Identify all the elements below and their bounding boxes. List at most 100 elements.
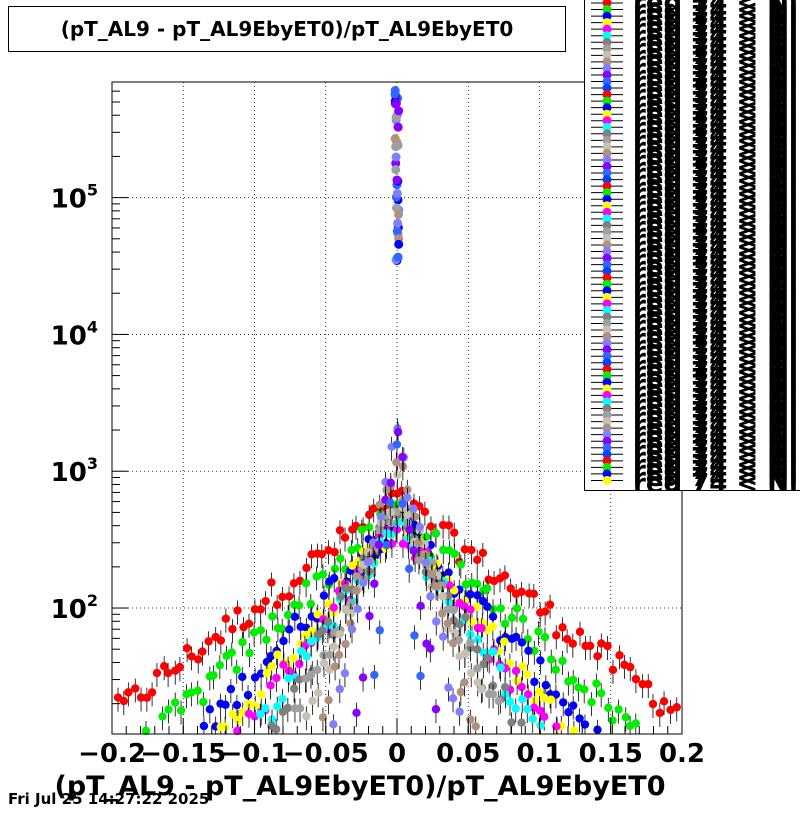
legend-marker [602, 0, 612, 8]
data-point [530, 677, 539, 687]
data-point [268, 612, 277, 621]
data-point [552, 631, 561, 640]
data-point [199, 697, 208, 707]
data-point [621, 713, 630, 722]
data-point [319, 659, 329, 668]
data-point [318, 626, 327, 635]
data-point [494, 696, 503, 706]
data-point [352, 586, 361, 595]
data-point [330, 574, 339, 583]
legend-marker [602, 449, 612, 459]
data-point [466, 638, 475, 647]
data-point [477, 624, 486, 633]
x-tick-labels: −0.2−0.15−0.1−0.05 0 0.05 0.1 0.15 0.2 [78, 739, 705, 769]
data-point [302, 652, 311, 661]
legend-marker [602, 279, 612, 289]
data-point [279, 636, 288, 646]
legend-marker [602, 103, 612, 113]
data-point [199, 721, 209, 731]
data-point [289, 654, 298, 663]
legend-marker [602, 90, 612, 100]
data-point [420, 550, 429, 559]
data-point [443, 619, 452, 628]
data-point [330, 662, 340, 671]
data-point [194, 655, 203, 664]
data-point [306, 670, 316, 679]
data-point [290, 612, 300, 622]
legend-marker [602, 214, 612, 224]
legend-marker [602, 345, 612, 355]
data-point [438, 609, 447, 618]
data-point [512, 676, 522, 686]
data-point [340, 533, 350, 542]
legend-marker [602, 11, 612, 21]
data-point [392, 175, 402, 185]
data-point [478, 596, 488, 606]
y-tick-labels: 102 103 104 105 [51, 181, 98, 625]
data-point [535, 706, 545, 715]
data-point [220, 722, 230, 732]
data-point [141, 726, 151, 736]
data-point [552, 722, 561, 731]
data-point [386, 508, 396, 517]
data-point [456, 687, 466, 697]
data-point [295, 659, 304, 669]
data-point [261, 703, 270, 713]
data-point [414, 556, 424, 565]
legend-marker [602, 5, 612, 15]
legend-marker [602, 142, 612, 152]
legend-markers [591, 0, 623, 485]
data-point [431, 529, 441, 538]
legend-marker [602, 220, 612, 230]
data-point [175, 662, 185, 672]
data-point [608, 665, 618, 675]
x-tick-label: 0.2 [659, 739, 705, 769]
data-point [455, 620, 464, 629]
legend-marker [602, 325, 612, 335]
data-point [431, 704, 441, 714]
data-point [278, 624, 287, 634]
data-point [273, 650, 282, 659]
data-point [438, 632, 448, 641]
data-point [534, 627, 543, 636]
data-point [518, 662, 527, 671]
y-tick-label: 102 [51, 591, 98, 625]
data-point [473, 678, 482, 687]
data-point [467, 617, 477, 627]
data-point [593, 651, 602, 661]
data-point [244, 619, 254, 628]
data-point [283, 610, 293, 620]
data-point [364, 567, 374, 576]
data-point [473, 591, 482, 600]
data-point [228, 624, 237, 634]
data-point [416, 671, 425, 681]
data-point [416, 601, 425, 611]
data-point [319, 591, 329, 600]
data-point [608, 716, 617, 725]
data-point [273, 702, 282, 711]
data-point [479, 660, 488, 669]
data-point [631, 719, 640, 728]
data-point [176, 706, 186, 715]
data-point [580, 720, 590, 729]
data-point [427, 569, 437, 579]
data-point [364, 510, 374, 519]
data-point [353, 604, 362, 614]
data-point [124, 688, 133, 697]
legend-marker [602, 266, 612, 276]
data-point [209, 671, 218, 680]
data-point [370, 670, 379, 680]
data-point [386, 498, 395, 507]
data-point [329, 603, 338, 612]
data-point [302, 712, 311, 721]
data-point [540, 607, 550, 616]
data-point [393, 427, 403, 437]
legend-marker [602, 122, 612, 132]
data-point [604, 703, 613, 713]
legend-marker [602, 44, 612, 54]
data-point [507, 613, 517, 622]
data-point [238, 672, 247, 682]
data-point [614, 705, 623, 714]
data-point [511, 632, 521, 642]
data-point [204, 637, 213, 646]
